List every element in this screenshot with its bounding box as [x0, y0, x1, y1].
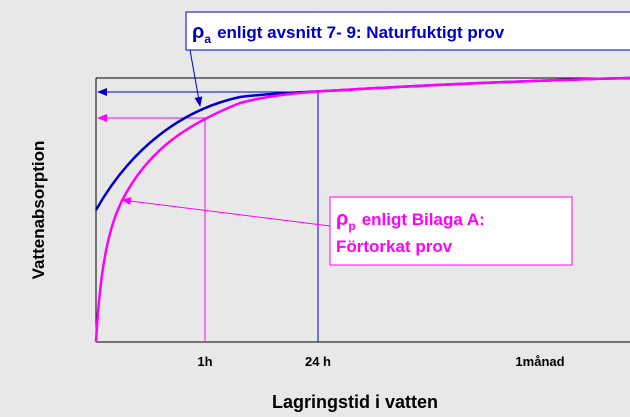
annotation-text: ρa enligt avsnitt 7- 9: Naturfuktigt prov	[192, 21, 505, 46]
subscript: p	[348, 219, 355, 233]
annotation-box	[329, 196, 573, 266]
annotation-text: ρp enligt Bilaga A:	[336, 208, 485, 233]
curve-magenta	[94, 76, 630, 343]
symbol: ρ	[192, 21, 204, 43]
x-tick-label: 1h	[197, 354, 212, 369]
text: enligt avsnitt 7- 9: Naturfuktigt prov	[217, 23, 505, 42]
pointer-magenta	[121, 197, 331, 227]
x-axis-title: Lagringstid i vatten	[272, 392, 438, 412]
pointer-blue	[189, 49, 203, 107]
annotation-box	[185, 11, 630, 51]
y-axis-title: Vattenabsorption	[29, 141, 48, 280]
x-tick-label: 24 h	[305, 354, 331, 369]
x-tick-label: 1månad	[515, 354, 564, 369]
annotation-text: Förtorkat prov	[336, 237, 453, 256]
symbol: ρ	[336, 208, 348, 230]
subscript: a	[204, 32, 211, 46]
text: enligt Bilaga A:	[362, 210, 485, 229]
